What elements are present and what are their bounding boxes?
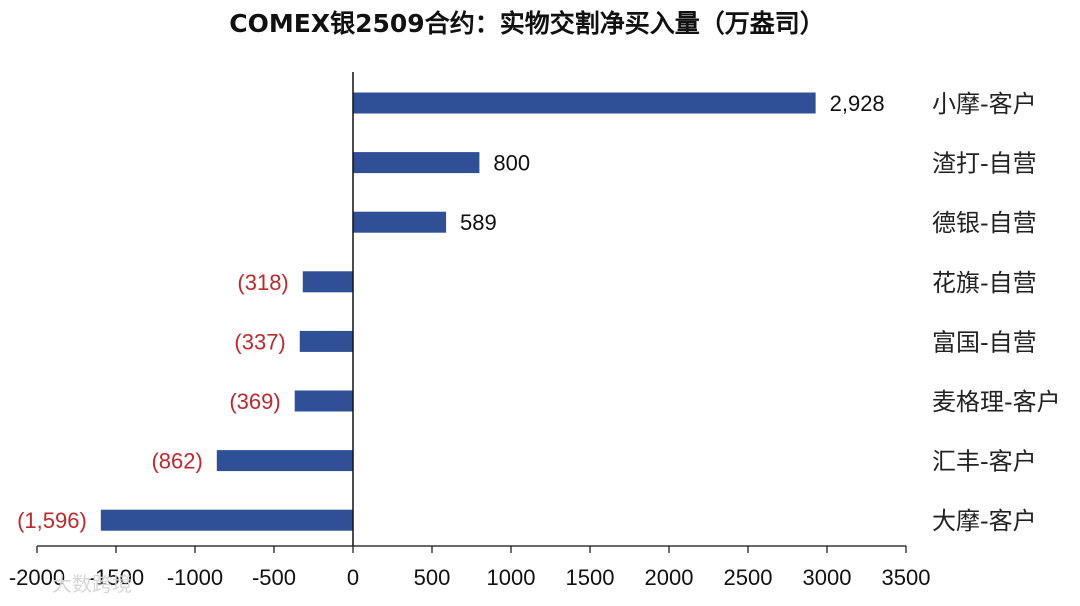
data-label: (369) [229,389,280,414]
chart-title: COMEX银2509合约：实物交割净买入量（万盎司） [229,9,824,38]
data-labels-group: 2,928 800 589 (318) (337) (369) (862) (1,596) [17,91,885,533]
x-tick-label: 2000 [645,565,694,590]
bar [100,509,353,531]
watermark-text: 大数跨境 [52,572,132,596]
x-axis-ticks: -2000 -1500 -1000 -500 0 500 1000 1500 2000 2500 3… [9,546,931,590]
x-tick-label: -2000 [9,565,65,590]
data-label: (318) [237,270,288,295]
category-label: 富国-自营 [932,328,1037,356]
x-tick-label: 2500 [724,565,773,590]
x-tick-label: -500 [252,565,296,590]
category-label: 德银-自营 [932,209,1037,237]
x-tick-label: 500 [414,565,451,590]
x-tick-label: -1500 [88,565,144,590]
x-tick-label: -1000 [167,565,223,590]
bar [299,330,353,352]
x-tick-label: 3000 [803,565,852,590]
data-label: 2,928 [830,91,885,116]
x-tick-label: 3500 [882,565,931,590]
data-label: (337) [234,329,285,354]
category-label: 花旗-自营 [932,269,1037,297]
x-tick-label: 1000 [487,565,536,590]
x-tick-label: 0 [347,565,359,590]
x-tick-label: 1500 [566,565,615,590]
bar [216,450,353,472]
data-label: (1,596) [17,508,87,533]
category-label: 大摩-客户 [932,507,1037,535]
category-label: 小摩-客户 [932,90,1037,118]
bar [353,92,816,114]
bars-group [100,92,816,531]
category-label: 麦格理-客户 [932,388,1061,416]
bar [353,211,447,233]
bar [302,271,353,293]
bar [353,152,480,174]
category-labels-group: 小摩-客户渣打-自营德银-自营花旗-自营富国-自营麦格理-客户汇丰-客户大摩-客… [932,90,1061,535]
data-label: (862) [151,449,202,474]
bar [294,390,353,412]
data-label: 589 [460,210,497,235]
category-label: 渣打-自营 [932,150,1037,178]
data-label: 800 [493,151,530,176]
category-label: 汇丰-客户 [932,448,1037,476]
